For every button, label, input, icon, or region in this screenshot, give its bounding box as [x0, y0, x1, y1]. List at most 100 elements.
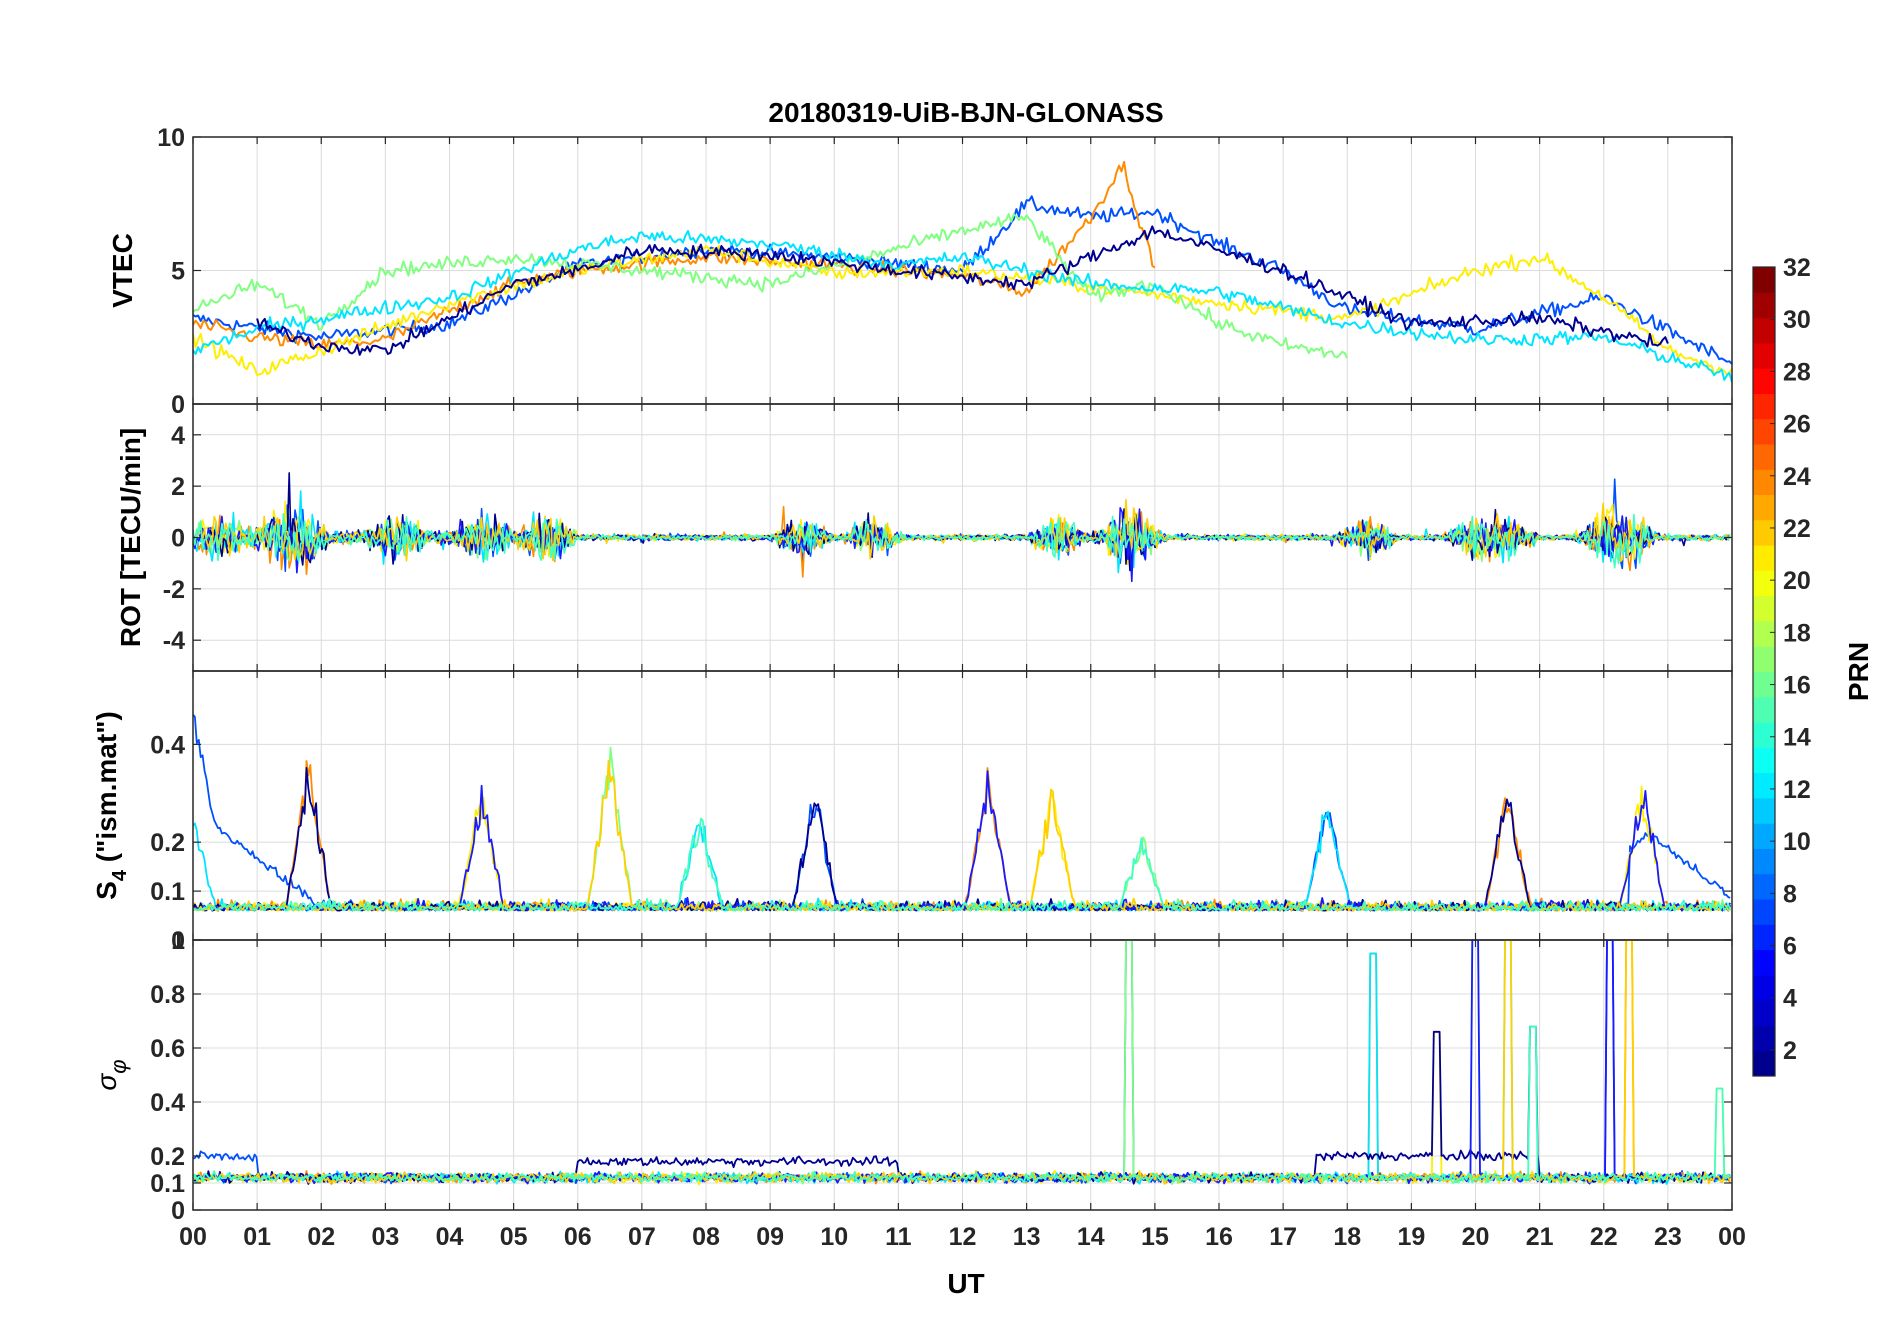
- x-tick-label: 23: [1654, 1223, 1682, 1251]
- figure-title: 20180319-UiB-BJN-GLONASS: [768, 97, 1163, 128]
- colorbar-band: [1753, 1000, 1775, 1026]
- colorbar-frame: [1752, 266, 1776, 1077]
- colorbar-tick-label: 2: [1783, 1037, 1797, 1065]
- y-tick-label: 0.4: [150, 731, 185, 759]
- colorbar-band: [1753, 924, 1775, 951]
- y-tick-label: 0.2: [150, 1143, 185, 1171]
- colorbar-band: [1753, 797, 1775, 824]
- colorbar-tick-label: 12: [1783, 776, 1811, 804]
- x-tick-label: 22: [1590, 1223, 1618, 1251]
- panel-3: 0 0.1 0.2 0.4 S4 ("ism.mat"): [91, 670, 1733, 955]
- y-tick-label: 0.2: [150, 829, 185, 857]
- x-tick-label: 07: [628, 1223, 656, 1251]
- x-tick-label: 00: [179, 1223, 207, 1251]
- x-tick-label: 14: [1077, 1223, 1105, 1251]
- y-axis-label: VTEC: [107, 233, 138, 308]
- colorbar-tick-label: 30: [1783, 306, 1811, 334]
- colorbar-label: PRN: [1843, 642, 1874, 701]
- x-tick-label: 04: [436, 1223, 464, 1251]
- vtec-series-line: [193, 244, 1732, 376]
- colorbar-tick-label: 20: [1783, 567, 1811, 595]
- x-tick-label: 06: [564, 1223, 592, 1251]
- colorbar-band: [1753, 620, 1775, 647]
- x-axis-label: UT: [947, 1268, 984, 1299]
- colorbar-band: [1753, 418, 1775, 445]
- colorbar-band: [1753, 722, 1775, 748]
- y-tick-label: 0.4: [150, 1089, 185, 1117]
- panel-1: 0 5 10 VTEC: [107, 124, 1733, 419]
- colorbar-band: [1753, 519, 1775, 546]
- x-tick-label: 12: [949, 1223, 977, 1251]
- colorbar-band: [1753, 267, 1775, 293]
- sigma-phi-series-line: [193, 940, 1731, 1185]
- y-tick-label: -4: [163, 627, 185, 655]
- y-axis-label: σφ: [91, 1059, 131, 1090]
- y-tick-label: 0: [171, 927, 185, 955]
- y-tick-label: 0: [171, 1197, 185, 1225]
- colorbar-tick-label: 16: [1783, 672, 1811, 700]
- y-axis-label: ROT [TECU/min]: [115, 428, 146, 647]
- panels: 0 5 10 VTEC -4 -2 0 2 4 ROT [TECU/min] 0 0.1 0.2 0.4 S…: [91, 124, 1733, 1225]
- y-tick-label: 0: [171, 525, 185, 553]
- colorbar-tick-label: 8: [1783, 880, 1797, 908]
- x-tick-label: 08: [692, 1223, 720, 1251]
- y-axis-label: S4 ("ism.mat"): [91, 711, 131, 900]
- x-tick-label: 00: [1718, 1223, 1746, 1251]
- colorbar-band: [1753, 873, 1775, 900]
- colorbar-band: [1753, 696, 1775, 723]
- sigma-phi-series-line: [193, 1025, 1731, 1184]
- y-tick-label: 4: [171, 422, 185, 450]
- colorbar-tick-label: 6: [1783, 933, 1797, 961]
- colorbar-band: [1753, 671, 1775, 698]
- y-tick-label: 5: [171, 258, 185, 286]
- x-tick-label: 21: [1526, 1223, 1554, 1251]
- s4-series-line: [193, 817, 1731, 912]
- x-axis: 00 01 02 03 04 05 06 07 08 09 10 11 12 13 14 15 16 17 18 19…: [179, 1223, 1746, 1251]
- colorbar-tick-label: 18: [1783, 619, 1811, 647]
- y-tick-label: 10: [157, 124, 185, 152]
- colorbar-tick-label: 24: [1783, 463, 1811, 491]
- colorbar-tick-label: 4: [1783, 985, 1797, 1013]
- x-tick-label: 02: [307, 1223, 335, 1251]
- x-tick-label: 13: [1013, 1223, 1041, 1251]
- vtec-series-line: [256, 225, 1669, 356]
- x-tick-label: 05: [500, 1223, 528, 1251]
- y-tick-label: -2: [163, 576, 185, 604]
- colorbar-band: [1753, 949, 1775, 976]
- x-tick-label: 17: [1269, 1223, 1297, 1251]
- colorbar-band: [1753, 1050, 1775, 1077]
- colorbar-tick-label: 14: [1783, 724, 1811, 752]
- colorbar-band: [1753, 570, 1775, 597]
- x-tick-label: 18: [1333, 1223, 1361, 1251]
- grid: [193, 671, 1732, 940]
- vtec-series-line: [193, 230, 1732, 383]
- series-group: [193, 160, 1732, 383]
- y-tick-label: 0.8: [150, 981, 185, 1009]
- series-group: [193, 714, 1731, 912]
- colorbar-tick-label: 10: [1783, 828, 1811, 856]
- series-group: [193, 472, 1731, 583]
- x-tick-label: 15: [1141, 1223, 1169, 1251]
- colorbar-band: [1753, 974, 1775, 1001]
- colorbar-tick-label: 28: [1783, 358, 1811, 386]
- x-tick-label: 09: [756, 1223, 784, 1251]
- y-tick-label: 2: [171, 473, 185, 501]
- colorbar-band: [1753, 595, 1775, 622]
- colorbar-band: [1753, 899, 1775, 925]
- panel-2: -4 -2 0 2 4 ROT [TECU/min]: [115, 403, 1733, 672]
- colorbar-band: [1753, 747, 1775, 774]
- colorbar-band: [1753, 545, 1775, 571]
- colorbar-band: [1753, 443, 1775, 470]
- vtec-series-line: [193, 195, 1732, 365]
- x-tick-label: 20: [1462, 1223, 1490, 1251]
- y-tick-label: 0.1: [150, 878, 185, 906]
- colorbar-band: [1753, 772, 1775, 799]
- x-tick-label: 03: [371, 1223, 399, 1251]
- colorbar-band: [1753, 393, 1775, 420]
- colorbar-tick-label: 22: [1783, 515, 1811, 543]
- y-tick-label: 0: [171, 391, 185, 419]
- colorbar-band: [1753, 494, 1775, 521]
